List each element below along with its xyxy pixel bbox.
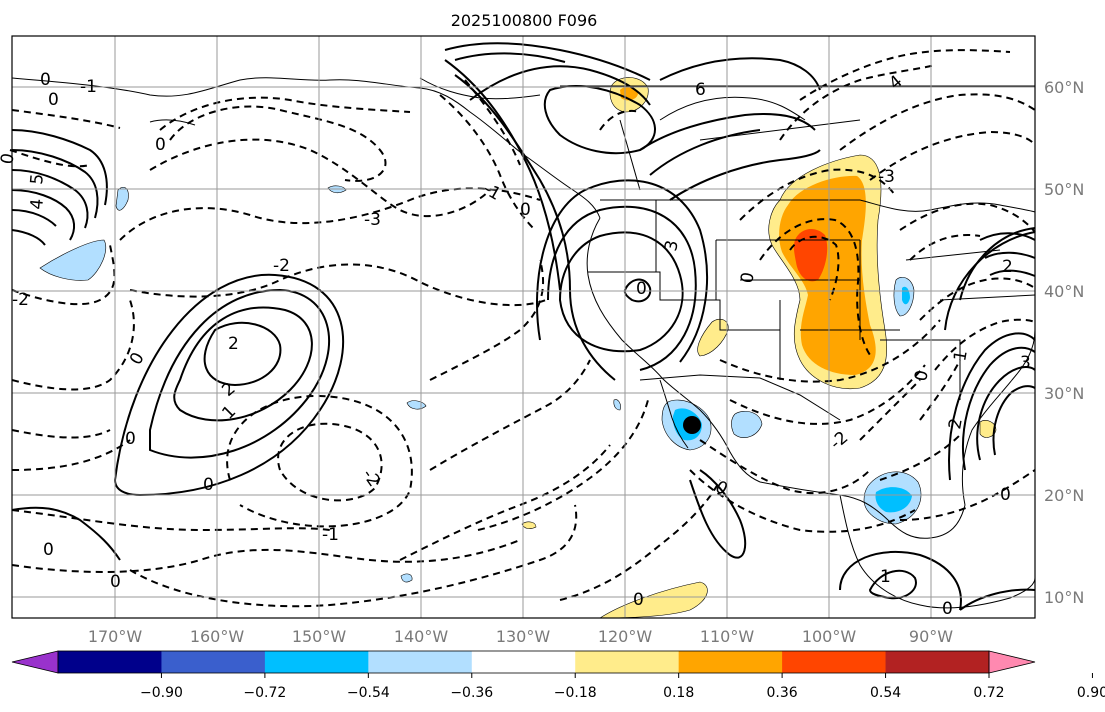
contour-label: 2 (1002, 257, 1013, 277)
colorbar-tick-label: 0.54 (870, 685, 901, 701)
map-frame (11, 35, 1036, 619)
political-borders (560, 85, 1036, 421)
colorbar-segment (264, 651, 369, 673)
lon-label: 170°W (88, 627, 143, 646)
positive-anomaly-gulf (979, 420, 997, 438)
colorbar-tick-label: −0.36 (450, 685, 493, 701)
colorbar-tick-label: −0.72 (243, 685, 286, 701)
coastlines (11, 77, 1036, 609)
colorbar: −0.90 −0.72 −0.54 −0.36 −0.18 0.18 0.36 0.54 0.7… (11, 650, 1105, 701)
negative-anomaly-dot3 (400, 573, 413, 583)
contour-label: 5 (27, 173, 48, 186)
contour-label: 0 (911, 369, 933, 383)
contour-label: 4 (27, 198, 48, 211)
colorbar-segment (575, 651, 680, 673)
map-panel: 1 2 2 0 0 0 -2 -3 -2 -1 0 0 0 0 -1 -2 0 … (0, 35, 1036, 619)
lat-label: 20°N (1044, 486, 1084, 505)
lon-label: 140°W (394, 627, 449, 646)
contour-label: -3 (364, 210, 381, 230)
longitude-labels: 170°W 160°W 150°W 140°W 130°W 120°W 110°… (88, 627, 953, 646)
positive-anomaly-pacific-south (598, 581, 708, 619)
positive-anomaly-central-us-mid (779, 175, 876, 375)
positive-anomaly-arizona (697, 318, 729, 357)
negative-anomaly-west-small (115, 187, 129, 211)
colorbar-segment (471, 651, 576, 673)
contour-label: 0 (110, 572, 121, 592)
negative-anomaly-west-pacific (39, 239, 107, 281)
lon-label: 100°W (802, 627, 857, 646)
contour-label: 2 (228, 334, 239, 354)
colorbar-segment (58, 651, 162, 673)
lon-label: 120°W (598, 627, 653, 646)
positive-contours (11, 42, 1036, 611)
contour-label: 1 (880, 567, 891, 587)
contour-label: -2 (273, 256, 290, 276)
negative-anomaly-gulf-core (875, 487, 912, 513)
contour-label: 0 (942, 599, 953, 619)
colorbar-tick-label: −0.90 (140, 685, 183, 701)
contour-label: 0 (737, 271, 759, 285)
contour-label: 6 (695, 80, 706, 100)
storm-center-marker (683, 416, 701, 434)
colorbar-tick-label: −0.18 (554, 685, 597, 701)
positive-anomaly-central-us-core (793, 228, 828, 282)
negative-anomaly-dot4 (613, 399, 621, 411)
colorbar-segment (368, 651, 473, 673)
contour-label: -3 (878, 167, 895, 187)
contour-label: -1 (322, 525, 339, 545)
colorbar-segment (885, 651, 990, 673)
lat-label: 50°N (1044, 180, 1084, 199)
contour-label: 0 (43, 540, 54, 560)
colorbar-tick-label: 0.72 (973, 685, 1004, 701)
contour-label: 0 (636, 279, 647, 299)
negative-anomaly-mexico (731, 411, 763, 438)
map-title: 2025100800 F096 (451, 11, 598, 30)
colorbar-extend-min (11, 650, 59, 674)
lon-label: 90°W (909, 627, 953, 646)
contour-label: 0 (48, 90, 59, 110)
contour-label: -1 (80, 77, 97, 97)
lat-label: 10°N (1044, 588, 1084, 607)
contour-label: 0 (1000, 485, 1011, 505)
colorbar-tick-label: 0.90 (1077, 685, 1105, 701)
contour-label: -2 (12, 290, 29, 310)
contour-label: 0 (633, 590, 644, 610)
colorbar-segment (782, 651, 887, 673)
colorbar-segment (161, 651, 266, 673)
contour-label: 3 (1020, 353, 1031, 373)
contour-label: 0 (125, 429, 136, 449)
contour-label: 0 (520, 200, 531, 220)
colorbar-tick-label: 0.18 (663, 685, 694, 701)
lon-label: 130°W (496, 627, 551, 646)
lon-label: 110°W (700, 627, 755, 646)
contour-label: 2 (945, 417, 967, 431)
contour-label: 3 (661, 239, 683, 253)
lat-label: 60°N (1044, 78, 1084, 97)
positive-anomaly-small (521, 521, 537, 529)
contour-label: 0 (155, 135, 166, 155)
graticule (12, 36, 1035, 618)
colorbar-tick-label: −0.54 (347, 685, 390, 701)
contour-label: 0 (203, 475, 214, 495)
contour-label: 0 (40, 70, 51, 90)
colorbar-segment (678, 651, 783, 673)
lat-label: 40°N (1044, 282, 1084, 301)
lon-label: 160°W (190, 627, 245, 646)
lon-label: 150°W (292, 627, 347, 646)
contour-label: 1 (950, 349, 972, 363)
colorbar-extend-max (988, 650, 1036, 674)
lat-label: 30°N (1044, 384, 1084, 403)
colorbar-tick-label: 0.36 (767, 685, 798, 701)
contour-label: 0 (0, 152, 19, 166)
latitude-labels: 60°N 50°N 40°N 30°N 20°N 10°N (1044, 78, 1084, 607)
